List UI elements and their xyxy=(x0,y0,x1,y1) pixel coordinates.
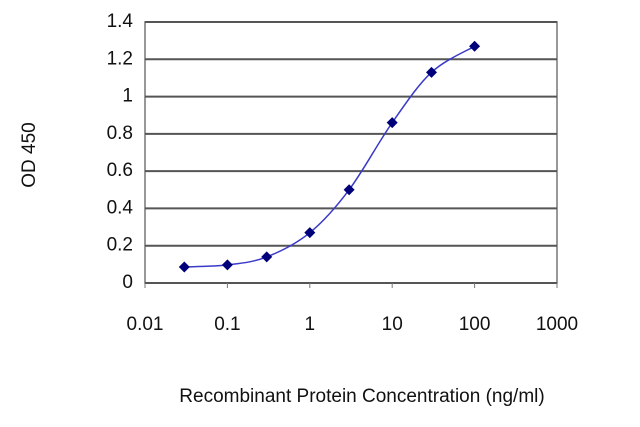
y-tick-label: 1.4 xyxy=(107,11,134,32)
data-point xyxy=(343,184,355,196)
data-point xyxy=(386,117,398,129)
x-tick-label: 100 xyxy=(459,314,491,335)
y-tick-label: 0.8 xyxy=(107,123,133,144)
plot-area xyxy=(144,21,558,284)
y-tick-label: 1.2 xyxy=(107,48,133,69)
y-tick-label: 1 xyxy=(122,86,133,107)
data-point xyxy=(469,40,481,52)
x-tick-label: 0.01 xyxy=(127,314,164,335)
y-tick-label: 0.6 xyxy=(107,160,133,181)
x-tick-label: 1000 xyxy=(536,314,578,335)
y-axis-label: OD 450 xyxy=(19,122,40,187)
data-point xyxy=(178,261,190,273)
data-point xyxy=(261,251,273,263)
x-tick-label: 10 xyxy=(382,314,403,335)
x-tick-label: 0.1 xyxy=(214,314,240,335)
data-point xyxy=(221,259,233,271)
y-tick-label: 0.4 xyxy=(107,197,134,218)
data-point xyxy=(304,227,316,239)
y-tick-label: 0.2 xyxy=(107,235,133,256)
x-axis-label: Recombinant Protein Concentration (ng/ml… xyxy=(179,386,544,407)
y-tick-label: 0 xyxy=(122,272,133,293)
fit-line xyxy=(184,45,475,268)
x-tick-label: 1 xyxy=(305,314,316,335)
data-point xyxy=(426,66,438,78)
